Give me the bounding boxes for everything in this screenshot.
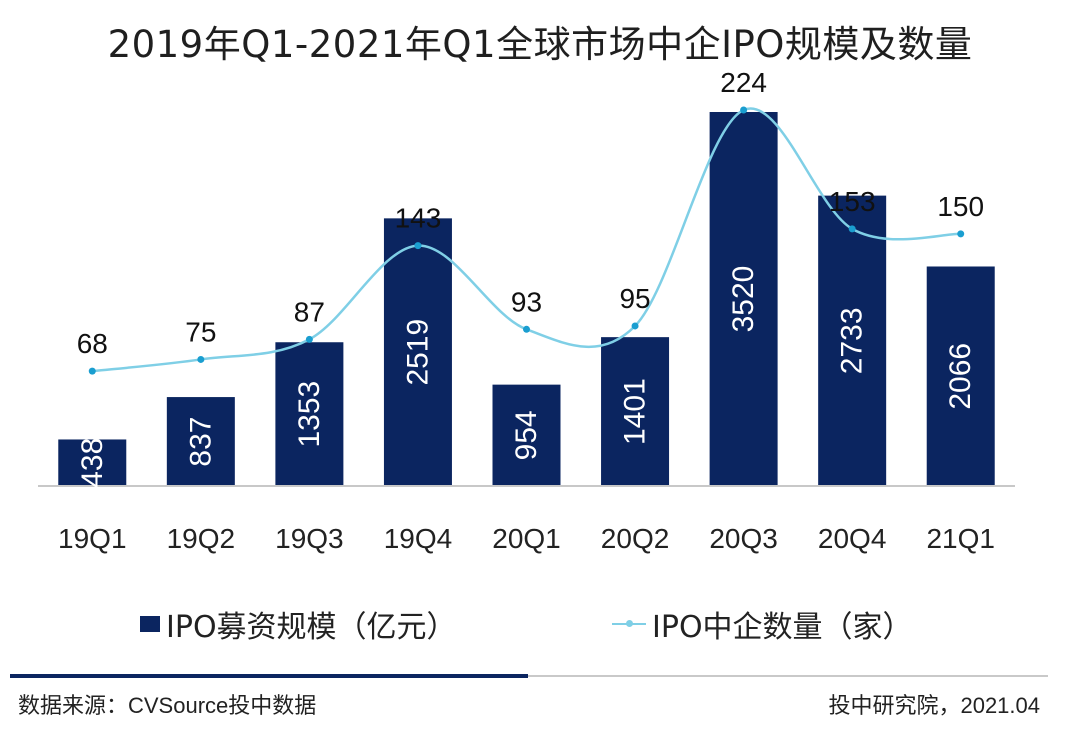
legend-item-bar: IPO募资规模（亿元） [140, 602, 457, 646]
line-point-19Q4 [414, 242, 422, 250]
x-tick-label: 19Q2 [167, 523, 236, 554]
footer-rule-dark [10, 674, 528, 678]
bar-value-label: 438 [76, 438, 109, 488]
line-value-label: 143 [395, 203, 442, 234]
legend-item-line: IPO中企数量（家） [612, 602, 913, 646]
x-tick-label: 20Q3 [709, 523, 778, 554]
line-value-label: 224 [720, 67, 767, 98]
bar-value-label: 1353 [293, 381, 326, 448]
line-series [92, 107, 961, 373]
bar-20Q3 [709, 112, 778, 486]
line-point-21Q1 [957, 230, 965, 238]
line-value-label: 150 [937, 191, 984, 222]
x-tick-label: 20Q1 [492, 523, 561, 554]
bar-value-labels: 438 837 1353 2519 954 1401 3520 2733 2066 [76, 266, 977, 488]
legend: IPO募资规模（亿元） IPO中企数量（家） [0, 602, 1080, 645]
line-point-19Q2 [197, 355, 205, 363]
bar-19Q1 [58, 439, 127, 486]
bar-value-label: 954 [510, 410, 543, 460]
line-point-19Q1 [88, 367, 96, 375]
bar-19Q4 [383, 218, 452, 486]
line-point-19Q3 [305, 335, 313, 343]
x-tick-label: 19Q3 [275, 523, 344, 554]
line-value-labels: 68 75 87 143 93 95 224 153 150 [77, 67, 984, 359]
x-tick-label: 21Q1 [926, 523, 995, 554]
line-value-label: 95 [619, 283, 650, 314]
line-point-20Q3 [740, 106, 748, 114]
chart-area: 438 837 1353 2519 954 1401 3520 2733 2066 68 75 87… [38, 67, 1015, 554]
line-value-label: 75 [185, 316, 216, 347]
legend-bar-swatch [140, 616, 160, 632]
line-value-label: 87 [294, 296, 325, 327]
x-tick-labels: 19Q1 19Q2 19Q3 19Q4 20Q1 20Q2 20Q3 20Q4 21Q1 [58, 523, 995, 554]
legend-line-label: IPO中企数量（家） [652, 610, 913, 645]
bar-21Q1 [926, 266, 995, 486]
bar-value-label: 3520 [727, 266, 760, 333]
chart-title: 2019年Q1-2021年Q1全球市场中企IPO规模及数量 [107, 23, 973, 66]
bar-19Q3 [275, 342, 344, 486]
line-value-label: 153 [829, 186, 876, 217]
bar-value-label: 2066 [944, 343, 977, 410]
footer-rule-light [528, 675, 1048, 677]
x-tick-label: 20Q2 [601, 523, 670, 554]
bar-value-label: 1401 [619, 378, 652, 445]
line-point-20Q1 [523, 325, 530, 333]
data-source: 数据来源：CVSource投中数据 [18, 693, 317, 718]
x-tick-label: 19Q1 [58, 523, 127, 554]
legend-bar-label: IPO募资规模（亿元） [166, 610, 457, 645]
line-points [88, 106, 965, 375]
bar-value-label: 837 [184, 417, 217, 467]
line-value-label: 93 [511, 286, 542, 317]
x-tick-label: 20Q4 [818, 523, 887, 554]
bar-value-label: 2519 [401, 319, 434, 386]
legend-line-swatch [612, 616, 646, 632]
bar-20Q2 [601, 337, 670, 486]
line-value-label: 68 [77, 328, 108, 359]
bar-20Q1 [492, 384, 561, 486]
line-point-20Q4 [848, 225, 856, 233]
publisher-date: 投中研究院，2021.04 [828, 693, 1040, 718]
x-tick-label: 19Q4 [384, 523, 453, 554]
line-point-20Q2 [631, 322, 639, 330]
bar-value-label: 2733 [836, 307, 869, 374]
bar-19Q2 [166, 397, 235, 486]
bar-20Q4 [818, 195, 887, 486]
bar-series [58, 112, 995, 486]
